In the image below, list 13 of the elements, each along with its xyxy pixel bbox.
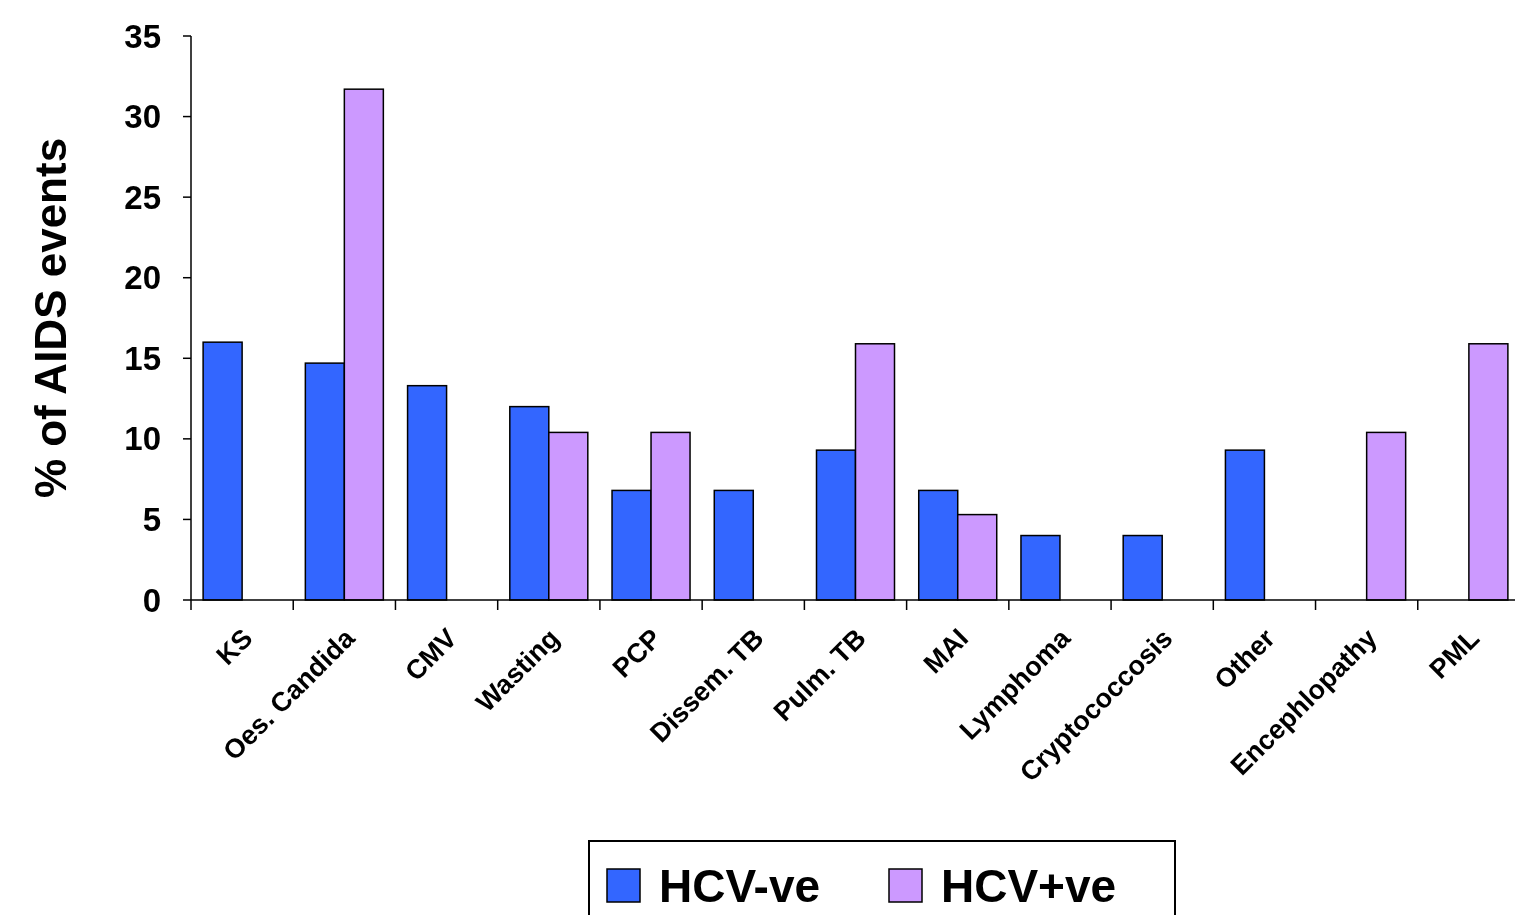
y-tick-label: 25 [124, 178, 161, 216]
y-tick-label: 10 [124, 420, 161, 458]
y-axis-title: % of AIDS events [26, 137, 75, 499]
y-tick-label: 20 [124, 259, 161, 297]
y-tick-label: 0 [142, 581, 161, 619]
legend-label: HCV-ve [659, 860, 821, 913]
y-tick-label: 5 [142, 500, 161, 538]
x-tick-label: PML [1423, 623, 1486, 685]
y-tick-label: 15 [124, 339, 161, 377]
y-tick-label: 35 [124, 17, 161, 55]
x-tick-label: KS [210, 623, 259, 671]
y-tick-label: 30 [124, 98, 161, 136]
legend-label: HCV+ve [941, 860, 1117, 913]
